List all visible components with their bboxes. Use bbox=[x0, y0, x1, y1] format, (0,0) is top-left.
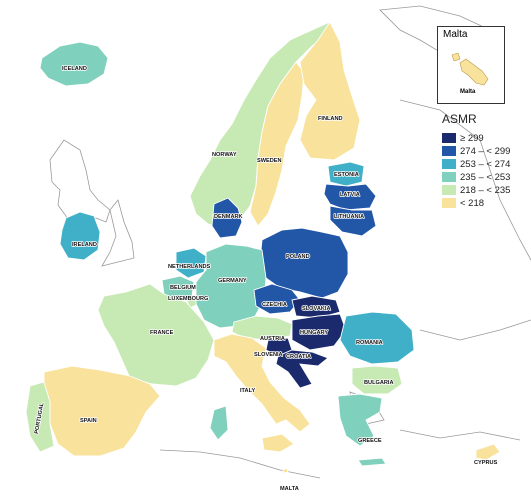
cyprus-region bbox=[475, 443, 501, 461]
malta-inset-shape bbox=[451, 52, 489, 86]
label-cyprus: CYPRUS bbox=[474, 460, 498, 466]
legend-swatch bbox=[442, 146, 456, 156]
netherlands-region bbox=[175, 247, 207, 279]
poland-region bbox=[259, 227, 349, 299]
label-netherlands: NETHERLANDS bbox=[168, 264, 211, 270]
iceland-region bbox=[39, 41, 109, 87]
sardinia-region bbox=[209, 405, 229, 441]
ireland-region bbox=[59, 211, 101, 261]
legend-item: 253 – < 274 bbox=[442, 158, 510, 170]
label-latvia: LATVIA bbox=[340, 192, 360, 198]
label-poland: POLAND bbox=[286, 254, 310, 260]
legend-item: 235 – < 253 bbox=[442, 171, 510, 183]
label-greece: GREECE bbox=[358, 438, 382, 444]
label-malta: MALTA bbox=[280, 486, 299, 492]
greece-region bbox=[337, 393, 383, 447]
denmark-region bbox=[211, 197, 243, 239]
finland-region bbox=[299, 21, 361, 161]
legend-label: 274 – < 299 bbox=[460, 145, 511, 157]
label-sweden: SWEDEN bbox=[257, 158, 282, 164]
crete-region bbox=[357, 457, 387, 467]
label-spain: SPAIN bbox=[80, 418, 97, 424]
lithuania-region bbox=[329, 205, 377, 237]
label-ireland: IRELAND bbox=[72, 242, 97, 248]
legend-label: 253 – < 274 bbox=[460, 158, 511, 170]
legend-swatch bbox=[442, 159, 456, 169]
country-labels: ICELAND NORWAY SWEDEN FINLAND ESTONIA LA… bbox=[33, 65, 498, 493]
label-bulgaria: BULGARIA bbox=[364, 380, 394, 386]
estonia-region bbox=[327, 161, 365, 187]
label-romania: ROMANIA bbox=[356, 340, 383, 346]
label-finland: FINLAND bbox=[318, 116, 343, 122]
label-estonia: ESTONIA bbox=[334, 172, 359, 178]
italy-region bbox=[213, 333, 311, 433]
croatia-region bbox=[275, 349, 329, 389]
label-italy: ITALY bbox=[240, 388, 255, 394]
legend-label: ≥ 299 bbox=[460, 132, 484, 144]
latvia-region bbox=[323, 183, 377, 211]
france-region bbox=[97, 283, 215, 387]
legend-item: ≥ 299 bbox=[442, 132, 510, 144]
label-czechia: CZECHIA bbox=[262, 302, 287, 308]
label-slovakia: SLOVAKIA bbox=[302, 306, 331, 312]
legend-swatch bbox=[442, 133, 456, 143]
legend-label: < 218 bbox=[460, 197, 485, 209]
inset-title: Malta bbox=[443, 29, 468, 40]
label-lithuania: LITHUANIA bbox=[334, 214, 364, 220]
legend-label: 218 – < 235 bbox=[460, 184, 511, 196]
label-slovenia: SLOVENIA bbox=[254, 352, 283, 358]
label-germany: GERMANY bbox=[218, 278, 247, 284]
sicily-region bbox=[261, 433, 295, 453]
germany-region bbox=[195, 243, 267, 329]
legend-title: ASMR bbox=[442, 112, 477, 126]
label-croatia: CROATIA bbox=[286, 354, 311, 360]
hungary-region bbox=[291, 313, 347, 351]
legend-item: < 218 bbox=[442, 197, 510, 209]
inset-label: Malta bbox=[460, 89, 476, 95]
non-eu-coastlines bbox=[49, 5, 531, 479]
austria-region bbox=[231, 315, 293, 341]
legend-item: 218 – < 235 bbox=[442, 184, 510, 196]
label-hungary: HUNGARY bbox=[300, 330, 328, 336]
legend: ASMR ≥ 299 274 – < 299 253 – < 274 235 –… bbox=[442, 112, 510, 210]
label-denmark: DENMARK bbox=[214, 214, 243, 220]
sweden-region bbox=[249, 61, 305, 227]
legend-swatch bbox=[442, 185, 456, 195]
malta-inset: Malta Malta bbox=[437, 26, 505, 104]
label-norway: NORWAY bbox=[212, 152, 237, 158]
bulgaria-region bbox=[351, 365, 403, 395]
label-iceland: ICELAND bbox=[62, 66, 87, 72]
romania-region bbox=[339, 311, 415, 365]
malta-region bbox=[282, 467, 289, 474]
label-luxembourg: LUXEMBOURG bbox=[168, 296, 208, 302]
label-belgium: BELGIUM bbox=[170, 285, 196, 291]
legend-swatch bbox=[442, 198, 456, 208]
legend-swatch bbox=[442, 172, 456, 182]
legend-item: 274 – < 299 bbox=[442, 145, 510, 157]
label-france: FRANCE bbox=[150, 330, 174, 336]
legend-label: 235 – < 253 bbox=[460, 171, 511, 183]
label-austria: AUSTRIA bbox=[260, 336, 285, 342]
portugal-region bbox=[25, 381, 55, 453]
slovakia-region bbox=[291, 295, 341, 319]
